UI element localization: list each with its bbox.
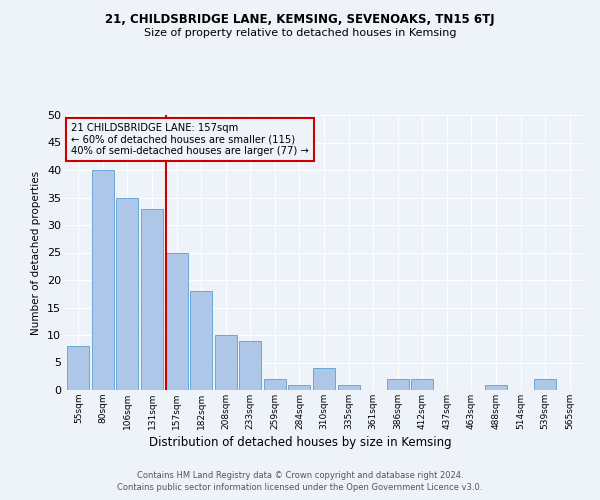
Text: 21 CHILDSBRIDGE LANE: 157sqm
← 60% of detached houses are smaller (115)
40% of s: 21 CHILDSBRIDGE LANE: 157sqm ← 60% of de… [71,123,309,156]
Text: Distribution of detached houses by size in Kemsing: Distribution of detached houses by size … [149,436,451,449]
Bar [411,379,433,390]
Bar [534,379,556,390]
Bar [313,368,335,390]
Bar [215,335,237,390]
Text: Size of property relative to detached houses in Kemsing: Size of property relative to detached ho… [144,28,456,38]
Bar [485,384,507,390]
Text: 21, CHILDSBRIDGE LANE, KEMSING, SEVENOAKS, TN15 6TJ: 21, CHILDSBRIDGE LANE, KEMSING, SEVENOAK… [105,12,495,26]
Bar [338,384,359,390]
Bar [116,198,139,390]
Bar [141,208,163,390]
Bar [92,170,114,390]
Y-axis label: Number of detached properties: Number of detached properties [31,170,41,334]
Bar [166,252,188,390]
Bar [190,291,212,390]
Text: Contains HM Land Registry data © Crown copyright and database right 2024.: Contains HM Land Registry data © Crown c… [137,472,463,480]
Bar [67,346,89,390]
Bar [239,340,262,390]
Text: Contains public sector information licensed under the Open Government Licence v3: Contains public sector information licen… [118,483,482,492]
Bar [264,379,286,390]
Bar [289,384,310,390]
Bar [386,379,409,390]
